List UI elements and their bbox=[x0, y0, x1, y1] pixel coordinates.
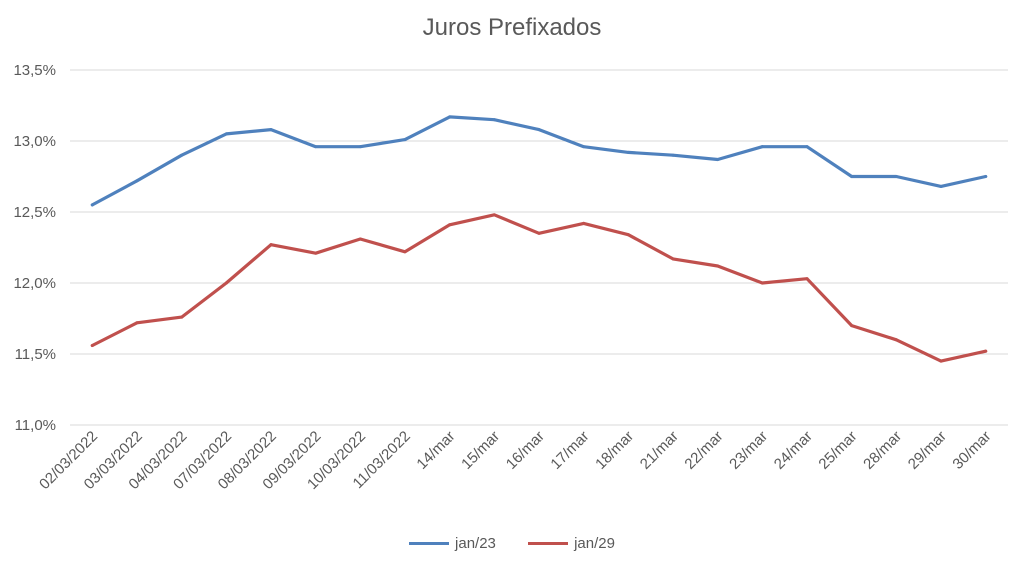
x-tick-label: 16/mar bbox=[503, 428, 548, 473]
y-tick-label: 12,0% bbox=[13, 275, 56, 292]
data-point bbox=[90, 343, 94, 347]
data-point bbox=[314, 145, 318, 149]
data-point bbox=[582, 145, 586, 149]
data-point bbox=[314, 251, 318, 255]
data-point bbox=[358, 237, 362, 241]
data-point bbox=[224, 132, 228, 136]
data-point bbox=[716, 157, 720, 161]
data-point bbox=[135, 179, 139, 183]
legend-label-jan23: jan/23 bbox=[455, 534, 496, 552]
x-tick-label: 21/mar bbox=[637, 428, 682, 473]
data-point bbox=[850, 175, 854, 178]
data-point bbox=[626, 233, 630, 237]
x-tick-label: 28/mar bbox=[860, 428, 905, 473]
data-point bbox=[403, 250, 407, 254]
data-point bbox=[760, 281, 764, 285]
data-point bbox=[939, 184, 943, 188]
legend-label-jan29: jan/29 bbox=[574, 534, 615, 552]
y-tick-label: 13,0% bbox=[13, 133, 56, 150]
chart-title: Juros Prefixados bbox=[422, 14, 602, 41]
data-point bbox=[760, 145, 764, 149]
data-point bbox=[894, 338, 898, 342]
data-point bbox=[894, 175, 898, 178]
data-point bbox=[850, 324, 854, 328]
data-point bbox=[269, 243, 273, 247]
legend-item-jan29: jan/29 bbox=[528, 535, 615, 552]
data-point bbox=[135, 321, 139, 325]
data-point bbox=[403, 138, 407, 142]
data-point bbox=[671, 153, 675, 157]
legend-swatch-jan23 bbox=[409, 542, 450, 546]
data-point bbox=[716, 264, 720, 268]
x-tick-label: 15/mar bbox=[458, 428, 503, 473]
data-point bbox=[582, 221, 586, 225]
legend-item-jan23: jan/23 bbox=[409, 535, 496, 552]
data-point bbox=[626, 150, 630, 154]
x-tick-label: 25/mar bbox=[815, 428, 860, 473]
data-point bbox=[180, 153, 184, 157]
gridlines bbox=[70, 69, 1008, 426]
data-point bbox=[537, 231, 541, 235]
data-point bbox=[671, 257, 675, 261]
data-point bbox=[180, 315, 184, 319]
x-tick-label: 17/mar bbox=[547, 428, 592, 473]
data-point bbox=[358, 145, 362, 149]
x-tick-label: 14/mar bbox=[413, 428, 458, 473]
x-tick-label: 29/mar bbox=[905, 428, 950, 473]
y-tick-label: 12,5% bbox=[13, 204, 56, 221]
y-tick-label: 11,5% bbox=[15, 346, 56, 363]
data-point bbox=[805, 277, 809, 281]
series-lines bbox=[90, 115, 988, 363]
x-tick-label: 23/mar bbox=[726, 428, 771, 473]
data-point bbox=[537, 128, 541, 132]
data-point bbox=[984, 175, 988, 178]
series-line-jan29 bbox=[90, 213, 988, 363]
data-point bbox=[448, 223, 452, 227]
data-point bbox=[269, 128, 273, 132]
data-point bbox=[805, 145, 809, 149]
data-point bbox=[90, 203, 94, 207]
data-point bbox=[492, 118, 496, 122]
data-point bbox=[984, 349, 988, 353]
data-point bbox=[224, 281, 228, 285]
x-tick-label: 22/mar bbox=[681, 428, 726, 473]
data-point bbox=[939, 359, 943, 363]
y-tick-label: 11,0% bbox=[15, 417, 56, 434]
x-tick-label: 24/mar bbox=[771, 428, 816, 473]
legend: jan/23 jan/29 bbox=[0, 534, 1024, 552]
data-point bbox=[492, 213, 496, 217]
legend-swatch-jan29 bbox=[528, 542, 569, 546]
y-tick-label: 13,5% bbox=[13, 62, 56, 79]
x-tick-label: 18/mar bbox=[592, 428, 637, 473]
y-axis-ticks: 11,0% 11,5% 12,0% 12,5% 13,0% 13,5% bbox=[13, 62, 56, 434]
data-point bbox=[448, 115, 452, 119]
x-tick-label: 30/mar bbox=[949, 428, 994, 473]
x-axis-ticks: 02/03/202203/03/202204/03/202207/03/2022… bbox=[36, 428, 994, 493]
